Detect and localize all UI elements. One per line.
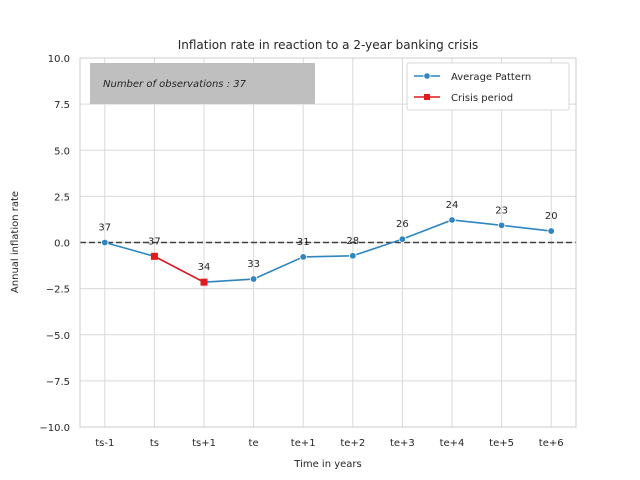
data-point-average-pattern xyxy=(101,238,109,247)
x-tick-label: te+1 xyxy=(291,438,316,449)
legend-label-crisis-period: Crisis period xyxy=(451,93,513,104)
y-tick-label: 2.5 xyxy=(54,192,70,203)
observation-count-label: 34 xyxy=(198,262,211,273)
x-tick-label: te+2 xyxy=(340,438,365,449)
observation-count-label: 37 xyxy=(98,223,111,234)
y-tick-label: −5.0 xyxy=(46,331,70,342)
y-tick-label: 7.5 xyxy=(54,100,70,111)
observation-count-label: 20 xyxy=(545,211,558,222)
y-tick-label: 0.0 xyxy=(54,239,70,250)
observation-count-label: 28 xyxy=(346,236,359,247)
y-tick-label: 10.0 xyxy=(48,54,70,65)
data-point-average-pattern xyxy=(398,235,407,243)
series-line-crisis-period xyxy=(154,255,205,283)
data-point-average-pattern xyxy=(249,275,258,283)
data-point-crisis-period xyxy=(150,252,158,260)
legend: Average Pattern Crisis period xyxy=(406,62,570,111)
observation-count-label: 24 xyxy=(446,200,459,211)
x-tick-label: te xyxy=(249,438,259,449)
data-point-average-pattern xyxy=(349,252,357,260)
legend-marker-average-pattern xyxy=(423,72,431,80)
x-tick-label: ts xyxy=(150,438,159,449)
observations-note-text: Number of observations : 37 xyxy=(103,79,247,90)
observations-note-box xyxy=(90,63,315,104)
x-tick-label: ts+1 xyxy=(192,438,216,449)
data-point-average-pattern xyxy=(497,221,506,230)
data-point-average-pattern xyxy=(299,253,307,261)
x-axis-title: Time in years xyxy=(293,459,361,470)
observation-count-label: 33 xyxy=(247,259,260,270)
y-tick-label: −7.5 xyxy=(46,377,70,388)
x-tick-label: te+3 xyxy=(390,438,415,449)
x-tick-label: te+6 xyxy=(539,438,564,449)
data-point-average-pattern xyxy=(448,216,456,224)
y-axis-ticks: −10.0 −7.5 −5.0 −2.5 0.0 2.5 5.0 7.5 10.0 xyxy=(39,54,70,434)
x-tick-label: te+4 xyxy=(440,438,465,449)
observation-count-label: 23 xyxy=(495,205,508,216)
data-point-average-pattern xyxy=(547,227,555,235)
y-tick-label: −2.5 xyxy=(46,285,70,296)
observation-count-label: 31 xyxy=(297,237,310,248)
x-tick-label: ts-1 xyxy=(95,438,114,449)
x-axis-ticks: ts-1 ts ts+1 te te+1 te+2 te+3 te+4 te+5 te+6 xyxy=(95,438,563,449)
x-tick-label: te+5 xyxy=(489,438,514,449)
observations-note: Number of observations : 37 xyxy=(90,63,315,104)
plot-frame xyxy=(79,57,577,428)
observation-count-label: 26 xyxy=(396,219,409,230)
legend-marker-crisis-period xyxy=(424,94,430,100)
y-tick-label: 5.0 xyxy=(54,146,70,157)
y-axis-title: Annual inflation rate xyxy=(10,191,21,293)
legend-label-average-pattern: Average Pattern xyxy=(451,72,531,83)
y-tick-label: −10.0 xyxy=(39,423,70,434)
data-point-crisis-period xyxy=(200,278,208,286)
chart-title: Inflation rate in reaction to a 2-year b… xyxy=(178,38,479,52)
legend-frame xyxy=(406,62,570,111)
observation-count-labels: 37 37 34 33 31 28 26 24 23 20 xyxy=(98,200,557,273)
observation-count-label: 37 xyxy=(148,236,161,247)
series-layer xyxy=(101,216,555,286)
